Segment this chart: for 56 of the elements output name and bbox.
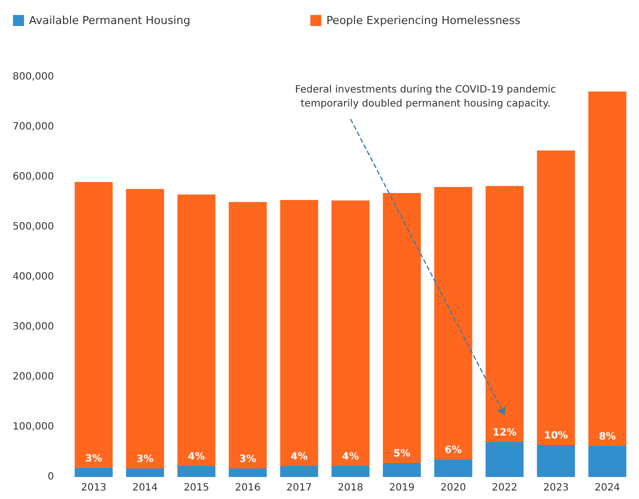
x-tick-label: 2015: [184, 482, 210, 494]
bar: [280, 200, 318, 466]
bar: [177, 194, 216, 466]
annotation: 12%: [492, 428, 517, 438]
x-tick-label: 2019: [389, 482, 415, 494]
y-tick-label: 800,000: [12, 72, 54, 82]
x-tick-label: 2016: [235, 482, 260, 494]
bar: [486, 186, 524, 442]
bar: [588, 446, 626, 477]
bar: [74, 182, 113, 468]
y-tick-label: 600,000: [12, 172, 54, 182]
annotation: 10%: [544, 430, 568, 442]
x-tick-label: 2014: [132, 482, 158, 494]
x-tick-label: 2024: [594, 482, 620, 494]
bar: [434, 187, 472, 460]
y-tick-label: 500,000: [12, 222, 54, 232]
bar: [74, 468, 113, 477]
y-tick-label: 200,000: [12, 372, 54, 382]
annotation: Federal investments during the COVID-19 pandemic temporarily doubled permanent housing capacity.: [295, 84, 556, 110]
bar: [332, 200, 370, 466]
bar: [382, 463, 421, 477]
y-tick-label: 400,000: [12, 272, 54, 282]
annotation: 5%: [393, 448, 410, 460]
bar: [126, 189, 164, 468]
bar: [280, 466, 318, 477]
x-tick-label: 2013: [80, 482, 106, 494]
bar: [486, 442, 524, 477]
annotation: 3%: [85, 454, 102, 464]
bar: [177, 466, 216, 477]
annotation: 3%: [239, 454, 256, 465]
legend-label: People Experiencing Homelessness: [326, 14, 521, 27]
bar: [126, 468, 164, 477]
annotation: 4%: [342, 452, 359, 462]
x-tick-label: 2023: [543, 482, 569, 494]
annotation: 8%: [598, 432, 616, 442]
bar: [332, 466, 370, 477]
bar: [536, 150, 575, 445]
bar: [588, 92, 626, 446]
annotation: 6%: [444, 445, 462, 456]
x-tick-label: 2022: [492, 482, 518, 494]
annotation: 3%: [136, 454, 154, 465]
y-tick-label: 100,000: [12, 422, 54, 432]
y-tick-label: 300,000: [12, 322, 54, 332]
bar: [536, 445, 575, 477]
x-tick-label: 2018: [338, 482, 364, 494]
bar: [382, 193, 421, 463]
x-tick-label: 2017: [286, 482, 312, 494]
annotation: 4%: [290, 452, 308, 462]
legend-label: Available Permanent Housing: [29, 14, 190, 27]
y-tick-label: 0: [48, 472, 54, 482]
bar: [434, 460, 472, 477]
bar: [228, 468, 267, 477]
x-tick-label: 2020: [440, 482, 466, 494]
bar: [228, 202, 267, 468]
annotation: 4%: [188, 452, 205, 462]
y-tick-label: 700,000: [12, 122, 54, 132]
